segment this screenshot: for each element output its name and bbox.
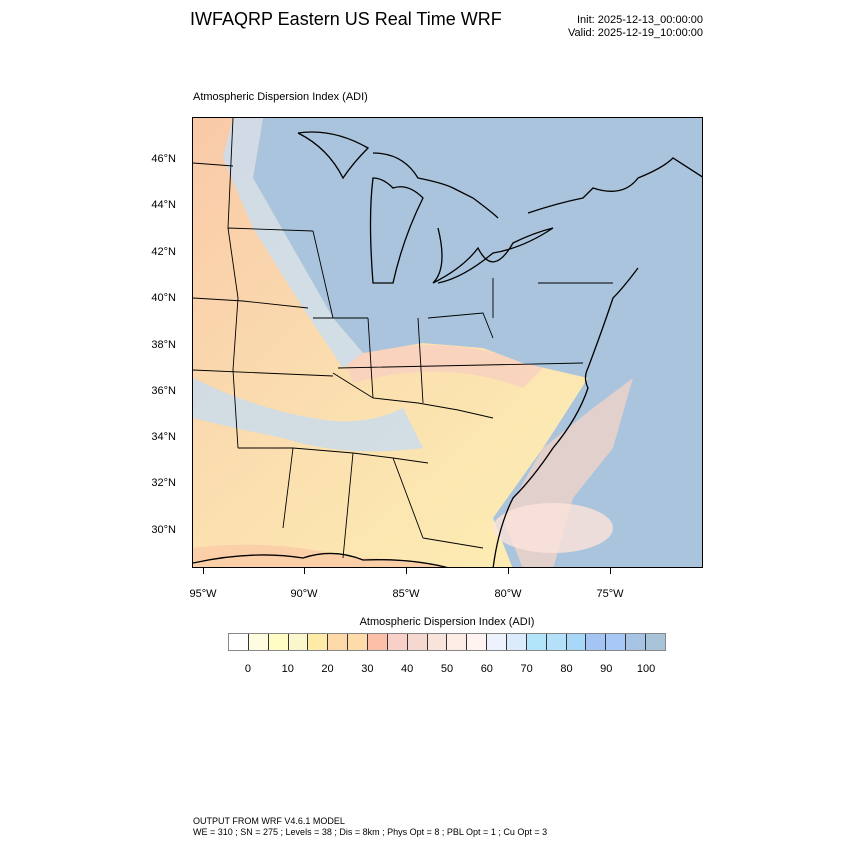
lon-label: 75°W — [596, 588, 624, 600]
colorbar-swatch — [467, 634, 488, 650]
colorbar-swatch — [368, 634, 388, 650]
lat-label: 34°N — [151, 431, 176, 443]
pink-band — [343, 345, 543, 388]
lat-label: 46°N — [151, 153, 176, 165]
colorbar-swatch — [268, 634, 289, 650]
lat-label: 38°N — [151, 339, 176, 351]
colorbar-swatch — [248, 634, 269, 650]
colorbar-title: Atmospheric Dispersion Index (ADI) — [359, 616, 535, 628]
model-params: WE = 310 ; SN = 275 ; Levels = 38 ; Dis … — [193, 827, 548, 837]
lat-label: 32°N — [151, 477, 176, 489]
lon-tick — [610, 568, 611, 574]
colorbar-swatch — [526, 634, 547, 650]
blue-band-south — [193, 378, 423, 452]
colorbar-swatch — [387, 634, 408, 650]
lat-label: 36°N — [151, 385, 176, 397]
colorbar-label: 60 — [480, 663, 493, 675]
gulf-region — [193, 544, 446, 567]
coastlines — [193, 131, 702, 567]
map-title: Atmospheric Dispersion Index (ADI) — [193, 91, 368, 103]
lon-label: 80°W — [494, 588, 522, 600]
colorbar-swatch — [487, 634, 508, 650]
colorbar-swatch — [546, 634, 567, 650]
colorbar-swatch — [427, 634, 448, 650]
valid-time: Valid: 2025-12-19_10:00:00 — [568, 27, 703, 39]
map-svg — [193, 118, 702, 567]
lon-label: 90°W — [290, 588, 318, 600]
light-blue-band — [223, 118, 363, 368]
figure-title: IWFAQRP Eastern US Real Time WRF — [190, 9, 502, 29]
time-info: Init: 2025-12-13_00:00:00 Valid: 2025-12… — [560, 14, 703, 40]
model-info: OUTPUT FROM WRF V4.6.1 MODEL — [193, 816, 345, 826]
lat-label: 44°N — [151, 199, 176, 211]
lon-tick — [203, 568, 204, 574]
lon-tick — [508, 568, 509, 574]
colorbar-label: 0 — [244, 663, 251, 675]
init-time: Init: 2025-12-13_00:00:00 — [577, 14, 703, 26]
lat-label: 42°N — [151, 246, 176, 258]
colorbar-swatch — [507, 634, 527, 650]
colorbar-label: 10 — [281, 663, 294, 675]
colorbar-label: 30 — [361, 663, 374, 675]
colorbar-label: 20 — [321, 663, 334, 675]
colorbar-swatch — [646, 634, 665, 650]
colorbar-swatch — [407, 634, 428, 650]
colorbar-swatch — [308, 634, 329, 650]
lon-tick — [406, 568, 407, 574]
colorbar-swatch — [288, 634, 309, 650]
colorbar-label: 40 — [401, 663, 414, 675]
colorbar-label: 90 — [600, 663, 613, 675]
lon-label: 85°W — [392, 588, 420, 600]
colorbar — [228, 633, 666, 651]
lake-michigan-outline — [369, 177, 424, 284]
lat-label: 40°N — [151, 292, 176, 304]
colorbar-label: 50 — [440, 663, 454, 675]
colorbar-swatch — [447, 634, 468, 650]
colorbar-swatch — [328, 634, 349, 650]
state-borders — [193, 118, 613, 559]
colorbar-label: 80 — [560, 663, 573, 675]
lon-tick — [304, 568, 305, 574]
footer: OUTPUT FROM WRF V4.6.1 MODEL WE = 310 ; … — [193, 816, 547, 838]
colorbar-swatch — [626, 634, 647, 650]
lon-label: 95°W — [189, 588, 217, 600]
colorbar-swatch — [566, 634, 587, 650]
lat-label: 30°N — [151, 524, 176, 536]
colorbar-swatch — [586, 634, 607, 650]
colorbar-swatch — [606, 634, 627, 650]
colorbar-label: 70 — [520, 663, 533, 675]
adi-map — [192, 117, 703, 568]
colorbar-label: 100 — [636, 663, 656, 675]
colorbar-swatch — [348, 634, 369, 650]
ocean-patch — [493, 503, 613, 553]
colorbar-swatch — [229, 634, 249, 650]
